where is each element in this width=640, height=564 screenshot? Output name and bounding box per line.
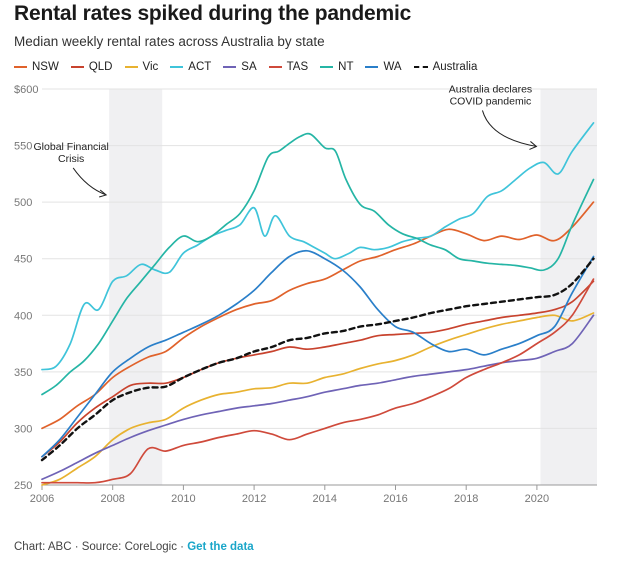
y-tick-label: 350 xyxy=(14,367,32,379)
legend-swatch xyxy=(413,66,428,68)
x-tick-label: 2012 xyxy=(242,493,266,505)
legend-swatch xyxy=(170,66,184,68)
legend-swatch xyxy=(70,66,84,68)
legend-item-australia: Australia xyxy=(413,61,478,73)
y-tick-label: $600 xyxy=(14,84,38,96)
legend-swatch xyxy=(223,66,237,68)
legend-item-tas: TAS xyxy=(268,61,309,73)
x-tick-label: 2008 xyxy=(100,493,124,505)
annotation-covid-text: COVID pandemic xyxy=(450,95,532,107)
annotation-covid-arrowhead xyxy=(529,141,538,150)
series-line-nsw xyxy=(41,201,595,430)
y-tick-label: 500 xyxy=(14,197,32,209)
legend-swatch xyxy=(14,66,27,68)
series-line-australia xyxy=(40,257,595,462)
y-tick-label: 450 xyxy=(14,254,32,266)
series-line-qld xyxy=(41,280,595,458)
get-data-link[interactable]: Get the data xyxy=(187,541,254,553)
legend-item-sa: SA xyxy=(223,61,257,73)
annotation-gfc-arrowhead xyxy=(99,189,108,198)
legend-label: NT xyxy=(338,61,354,73)
x-tick-label: 2020 xyxy=(525,493,549,505)
series-line-tas xyxy=(41,278,595,484)
series-line-nt xyxy=(41,132,595,396)
series-line-wa xyxy=(41,249,595,458)
legend-item-nt: NT xyxy=(320,61,353,73)
line-chart: 250 300 350 400 450 500 550 $600 2006 2008 2010 201… xyxy=(14,83,597,505)
legend-swatch xyxy=(268,66,282,68)
series-line-vic xyxy=(41,312,595,486)
annotation-gfc-text: Global Financial xyxy=(34,141,109,153)
legend-swatch xyxy=(124,66,138,68)
annotation-gfc-text: Crisis xyxy=(58,153,84,165)
x-tick-label: 2006 xyxy=(30,493,54,505)
x-tick-label: 2018 xyxy=(454,493,478,505)
chart-subtitle: Median weekly rental rates across Austra… xyxy=(14,34,325,49)
annotation-covid-arrow xyxy=(481,110,537,147)
y-tick-label: 250 xyxy=(14,480,32,492)
legend-label: TAS xyxy=(286,61,309,73)
series-line-act xyxy=(41,122,595,371)
legend-item-vic: Vic xyxy=(124,61,159,73)
legend-label: Vic xyxy=(142,61,159,73)
y-tick-label: 550 xyxy=(14,141,32,153)
legend-swatch xyxy=(365,66,379,68)
source-credit: Chart: ABC · Source: CoreLogic · xyxy=(14,541,188,553)
legend-label: Australia xyxy=(432,61,478,73)
legend-label: NSW xyxy=(32,61,59,73)
y-tick-label: 400 xyxy=(14,310,32,322)
x-tick-label: 2014 xyxy=(313,493,337,505)
y-tick-label: 300 xyxy=(14,423,32,435)
legend-label: ACT xyxy=(188,61,212,73)
chart-title: Rental rates spiked during the pandemic xyxy=(14,2,412,25)
legend-swatch xyxy=(320,66,334,68)
x-tick-label: 2016 xyxy=(383,493,407,505)
legend-item-nsw: NSW xyxy=(14,61,59,73)
annotation-gfc-arrow xyxy=(72,167,107,196)
legend-item-qld: QLD xyxy=(70,61,113,73)
legend-label: QLD xyxy=(88,61,113,73)
x-tick-label: 2010 xyxy=(171,493,195,505)
chart-footer: Chart: ABC · Source: CoreLogic · Get the… xyxy=(14,541,254,553)
annotation-covid-text: Australia declares xyxy=(449,83,532,95)
legend-label: SA xyxy=(241,61,257,73)
legend-item-act: ACT xyxy=(170,61,211,73)
chart-legend: NSW QLD Vic ACT SA TAS NT WA Australia xyxy=(14,61,489,73)
legend-item-wa: WA xyxy=(365,61,402,73)
legend-label: WA xyxy=(383,61,402,73)
